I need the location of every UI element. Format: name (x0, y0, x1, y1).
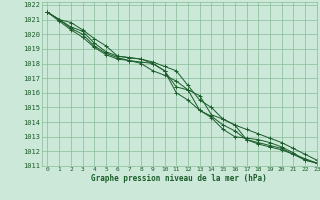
X-axis label: Graphe pression niveau de la mer (hPa): Graphe pression niveau de la mer (hPa) (91, 174, 267, 183)
